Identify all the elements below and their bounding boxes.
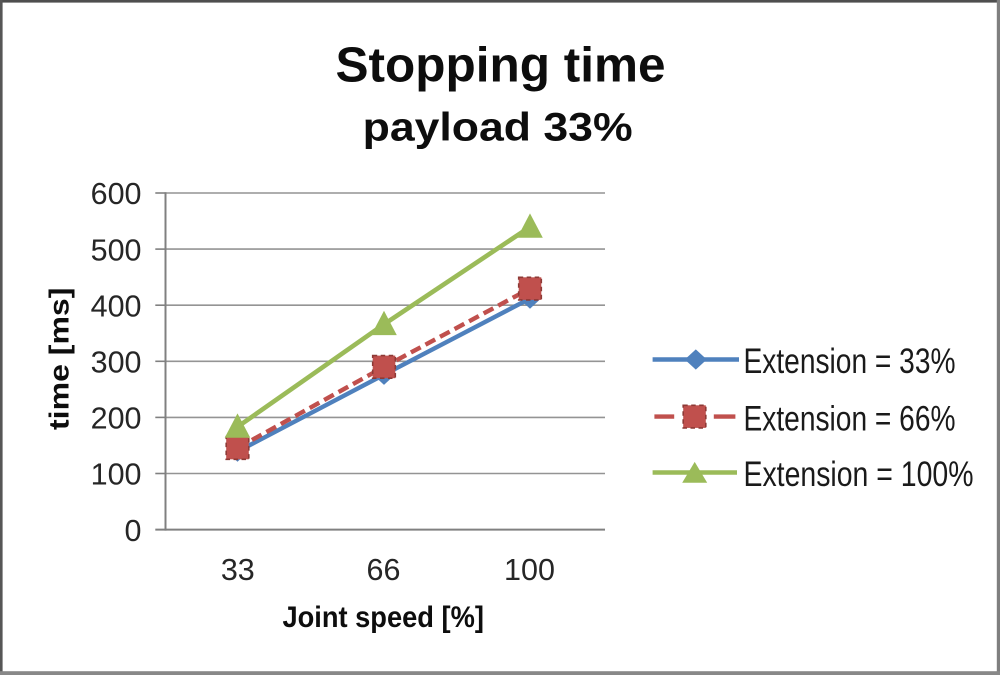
svg-text:Stopping time: Stopping time [336,38,666,92]
svg-text:Joint speed [%]: Joint speed [%] [282,601,484,634]
svg-text:100: 100 [504,553,555,587]
svg-text:0: 0 [125,514,142,548]
svg-text:Extension = 33%: Extension = 33% [744,342,956,381]
svg-text:300: 300 [91,346,142,380]
svg-text:time [ms]: time [ms] [44,288,75,430]
svg-text:66: 66 [367,553,401,587]
svg-text:400: 400 [91,289,142,323]
svg-text:500: 500 [91,233,142,267]
svg-text:100: 100 [91,458,142,492]
svg-text:Extension = 66%: Extension = 66% [744,400,956,439]
svg-text:Extension = 100%: Extension = 100% [744,455,974,494]
svg-text:payload 33%: payload 33% [363,106,633,150]
svg-text:33: 33 [221,553,255,587]
svg-text:200: 200 [91,402,142,436]
svg-text:600: 600 [91,177,142,211]
